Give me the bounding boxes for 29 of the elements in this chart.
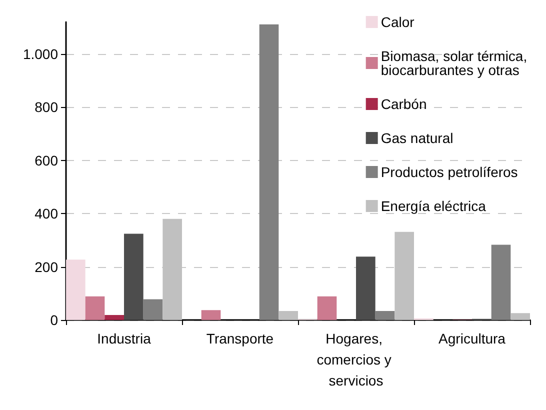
legend-label: Energía eléctrica bbox=[380, 198, 486, 214]
y-tick-label: 600 bbox=[34, 152, 58, 168]
bar bbox=[201, 310, 221, 320]
x-tick-label: Agricultura bbox=[438, 330, 506, 346]
bar bbox=[278, 310, 298, 320]
x-tick-label: Transporte bbox=[206, 330, 274, 346]
legend-label: Biomasa, solar térmica, biocarburantes y otras bbox=[380, 48, 532, 78]
bar bbox=[85, 296, 105, 320]
legend-label: Gas natural bbox=[380, 130, 454, 146]
bar bbox=[143, 299, 163, 320]
y-tick-label: 1.000 bbox=[22, 46, 58, 62]
y-tick-label: 200 bbox=[34, 258, 58, 275]
legend-label: Calor bbox=[380, 14, 415, 30]
bar bbox=[104, 314, 124, 320]
bar bbox=[491, 244, 511, 320]
bar bbox=[66, 260, 86, 320]
y-tick-label: 0 bbox=[50, 312, 58, 328]
y-tick-label: 800 bbox=[34, 99, 58, 116]
bar bbox=[317, 296, 337, 320]
bar bbox=[375, 310, 395, 320]
bar bbox=[124, 234, 144, 320]
legend-label: Carbón bbox=[380, 96, 427, 112]
x-tick-label: Industria bbox=[97, 330, 152, 346]
bar bbox=[510, 313, 530, 320]
bar bbox=[259, 24, 279, 320]
x-tick-label: Hogares, comercios y servicios bbox=[316, 330, 396, 388]
bar bbox=[356, 256, 376, 320]
legend-label: Productos petrolíferos bbox=[380, 164, 518, 180]
y-tick-label: 400 bbox=[34, 206, 58, 222]
